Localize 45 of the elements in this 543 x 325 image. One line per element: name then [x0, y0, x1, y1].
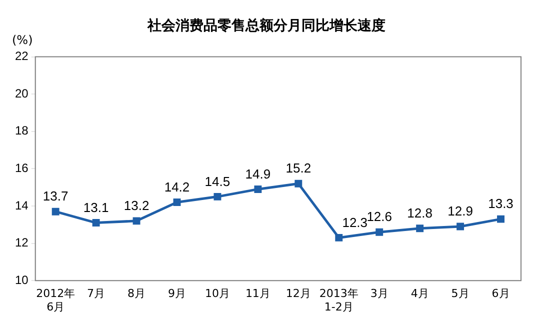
data-label: 12.6	[366, 209, 392, 224]
x-tick-label: 9月	[168, 287, 186, 300]
x-tick-label: 2013年 1-2月	[319, 287, 358, 314]
x-tick-label: 5月	[451, 287, 470, 300]
point	[497, 215, 504, 223]
point	[254, 185, 262, 193]
data-label: 14.2	[164, 179, 190, 194]
y-tick-label: 10	[14, 272, 29, 287]
point	[132, 217, 140, 225]
data-label: 13.3	[488, 196, 514, 212]
data-label: 13.7	[42, 188, 68, 204]
data-label: 12.3	[342, 214, 368, 230]
x-tick-label: 3月	[370, 287, 388, 300]
data-label: 14.5	[204, 174, 230, 189]
point	[173, 198, 181, 206]
x-tick-label: 11月	[245, 287, 270, 300]
y-tick-label: 12	[14, 236, 29, 250]
point	[92, 219, 100, 227]
x-tick-label: 6月	[492, 287, 510, 300]
point	[335, 234, 343, 242]
data-label: 12.8	[407, 205, 432, 220]
point	[416, 224, 424, 232]
y-axis-title: (%)	[12, 32, 33, 47]
y-tick-label: 14	[14, 198, 29, 212]
data-label: 13.2	[124, 198, 150, 213]
x-tick-label: 10月	[204, 287, 230, 300]
x-tick-label: 2012年 6月	[36, 287, 76, 314]
point	[456, 222, 464, 230]
x-tick-label: 8月	[128, 287, 146, 300]
point	[376, 228, 384, 236]
data-label: 12.9	[448, 204, 473, 219]
chart-title: 社会消费品零售总额分月同比增长速度	[146, 17, 386, 34]
y-tick-label: 16	[14, 161, 29, 176]
data-label: 14.9	[245, 166, 271, 182]
point	[214, 192, 222, 200]
data-label: 13.1	[83, 200, 109, 215]
point	[294, 180, 302, 188]
y-tick-label: 20	[14, 86, 29, 100]
y-tick-label: 22	[14, 49, 29, 64]
x-tick-label: 12月	[286, 287, 311, 300]
x-tick-label: 7月	[87, 287, 106, 300]
point	[52, 208, 60, 216]
x-tick-label: 4月	[410, 287, 429, 300]
y-tick-label: 18	[14, 124, 29, 138]
data-label: 15.2	[286, 160, 312, 176]
